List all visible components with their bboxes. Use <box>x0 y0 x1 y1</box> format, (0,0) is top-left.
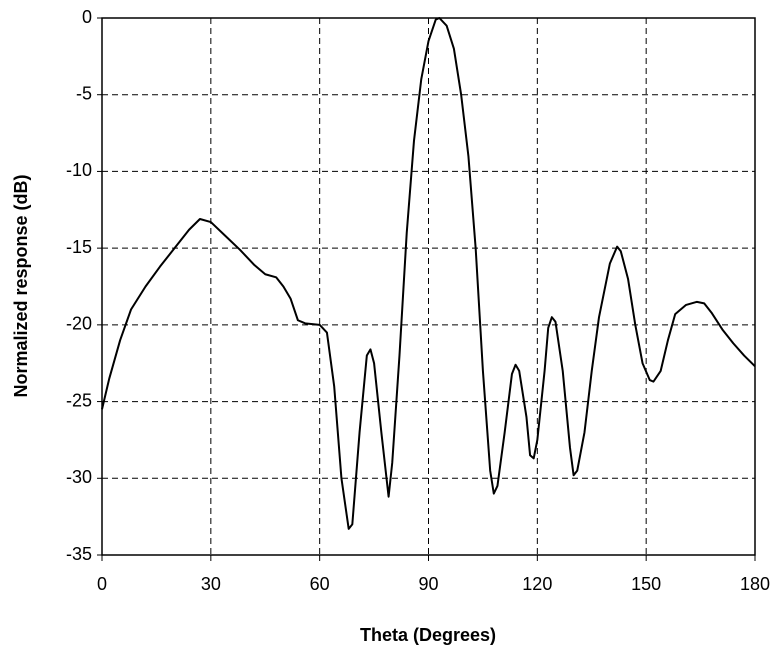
x-tick-label: 60 <box>310 574 330 594</box>
y-tick-label: -5 <box>76 83 92 103</box>
x-tick-label: 90 <box>418 574 438 594</box>
y-tick-label: -25 <box>66 390 92 410</box>
x-tick-label: 0 <box>97 574 107 594</box>
data-line <box>101 17 756 530</box>
y-tick-label: 0 <box>82 7 92 27</box>
plot-frame <box>101 17 756 556</box>
x-tick-label: 180 <box>740 574 770 594</box>
y-tick-label: -10 <box>66 160 92 180</box>
x-tick-label: 150 <box>631 574 661 594</box>
y-axis-title: Normalized response (dB) <box>11 174 31 397</box>
y-tick-label: -15 <box>66 237 92 257</box>
y-tick-label: -35 <box>66 544 92 564</box>
x-axis-title: Theta (Degrees) <box>360 625 496 645</box>
y-tick-label: -30 <box>66 467 92 487</box>
x-tick-label: 120 <box>522 574 552 594</box>
y-tick-label: -20 <box>66 314 92 334</box>
x-tick-label: 30 <box>201 574 221 594</box>
